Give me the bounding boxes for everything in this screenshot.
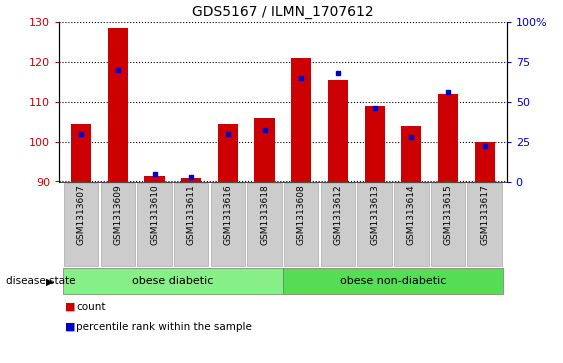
Text: disease state: disease state [6, 276, 75, 286]
Text: GSM1313611: GSM1313611 [187, 184, 196, 245]
Text: GSM1313612: GSM1313612 [333, 184, 342, 245]
Text: GSM1313616: GSM1313616 [224, 184, 233, 245]
Title: GDS5167 / ILMN_1707612: GDS5167 / ILMN_1707612 [192, 5, 374, 19]
Bar [291, 58, 311, 182]
Text: percentile rank within the sample: percentile rank within the sample [76, 322, 252, 332]
Text: ■: ■ [65, 322, 75, 332]
FancyBboxPatch shape [467, 183, 502, 266]
FancyBboxPatch shape [431, 183, 465, 266]
Text: GSM1313617: GSM1313617 [480, 184, 489, 245]
Bar [328, 79, 348, 182]
Text: GSM1313618: GSM1313618 [260, 184, 269, 245]
Text: GSM1313610: GSM1313610 [150, 184, 159, 245]
FancyBboxPatch shape [137, 183, 172, 266]
FancyBboxPatch shape [247, 183, 282, 266]
Bar [438, 94, 458, 182]
Bar [254, 118, 275, 182]
Bar [71, 123, 91, 182]
Text: count: count [76, 302, 105, 312]
Text: GSM1313607: GSM1313607 [77, 184, 86, 245]
FancyBboxPatch shape [174, 183, 208, 266]
FancyBboxPatch shape [321, 183, 355, 266]
FancyBboxPatch shape [394, 183, 428, 266]
FancyBboxPatch shape [101, 183, 135, 266]
Text: ■: ■ [65, 302, 75, 312]
FancyBboxPatch shape [283, 268, 503, 294]
Text: GSM1313615: GSM1313615 [444, 184, 453, 245]
FancyBboxPatch shape [64, 183, 99, 266]
Text: ▶: ▶ [46, 276, 53, 286]
Text: obese diabetic: obese diabetic [132, 276, 213, 286]
FancyBboxPatch shape [358, 183, 392, 266]
Text: GSM1313609: GSM1313609 [113, 184, 122, 245]
Text: GSM1313608: GSM1313608 [297, 184, 306, 245]
Text: GSM1313614: GSM1313614 [407, 184, 416, 245]
Bar [108, 28, 128, 182]
Text: obese non-diabetic: obese non-diabetic [340, 276, 446, 286]
FancyBboxPatch shape [211, 183, 245, 266]
Bar [218, 123, 238, 182]
Bar [181, 178, 202, 182]
Bar [475, 142, 495, 182]
Text: GSM1313613: GSM1313613 [370, 184, 379, 245]
FancyBboxPatch shape [63, 268, 283, 294]
Bar [364, 106, 385, 182]
FancyBboxPatch shape [284, 183, 319, 266]
Bar [401, 126, 421, 182]
Bar [145, 176, 164, 182]
